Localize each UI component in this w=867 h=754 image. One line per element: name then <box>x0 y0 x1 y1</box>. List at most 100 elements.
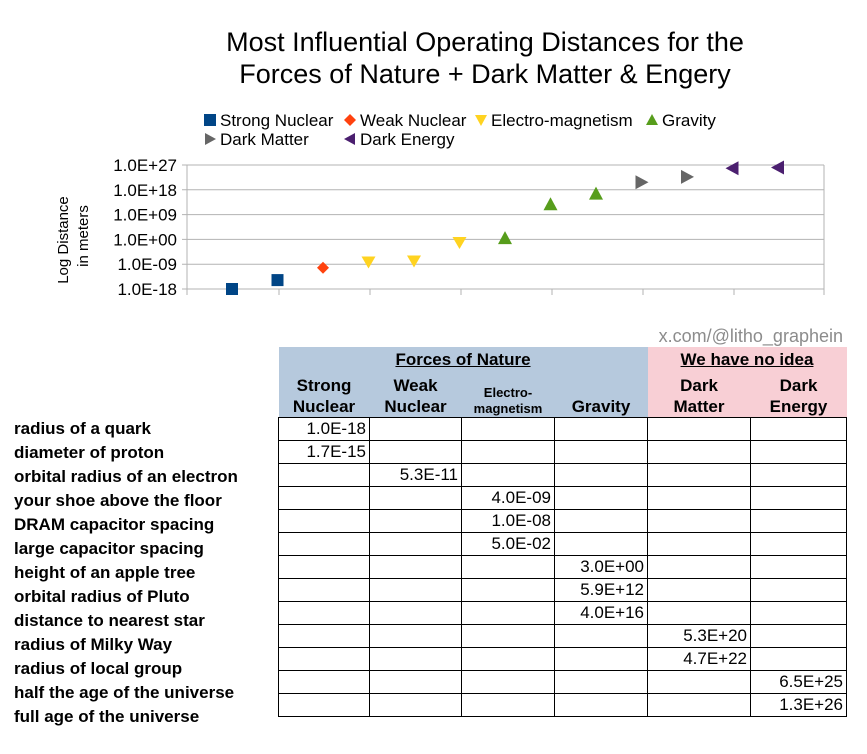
table-cell: 5.9E+12 <box>554 577 648 602</box>
table-row: 5.0E-02 <box>278 531 847 556</box>
data-point <box>635 175 649 190</box>
table-row: 5.3E+20 <box>278 623 847 648</box>
data-point <box>271 274 284 287</box>
y-tick-label: 1.0E-18 <box>117 280 177 299</box>
column-header-row: Strong Nuclear Weak Nuclear Electro-magnet… <box>278 373 847 417</box>
column-header-line-1: Dark <box>779 375 818 395</box>
legend-label: Weak Nuclear <box>360 111 467 130</box>
row-label: radius of a quark <box>14 419 151 438</box>
table-cell <box>554 508 648 533</box>
column-header-line-2: Energy <box>769 396 828 416</box>
data-point <box>681 169 694 184</box>
data-point <box>452 236 467 249</box>
table-cell <box>278 646 370 671</box>
y-tick-label: 1.0E+27 <box>113 156 177 175</box>
legend-item-dark-matter: Dark Matter <box>203 130 309 150</box>
data-point <box>725 161 739 176</box>
table-cell: 1.7E-15 <box>278 439 370 464</box>
scatter-plot: 1.0E+27 1.0E+18 1.0E+09 1.0E+00 1.0E-09 1.0E-… <box>55 156 825 299</box>
column-header-line-2: magnetism <box>473 400 543 416</box>
row-label: orbital radius of Pluto <box>14 587 190 606</box>
table-cell <box>369 577 462 602</box>
table-row: 1.3E+26 <box>278 692 847 717</box>
table-cell <box>750 462 847 487</box>
table-cell <box>461 416 555 441</box>
table-cell <box>647 577 751 602</box>
table-cell <box>750 485 847 510</box>
legend-label: Dark Matter <box>220 130 309 149</box>
table-cell: 6.5E+25 <box>750 669 847 694</box>
table-cell <box>750 623 847 648</box>
table-cell <box>369 531 462 556</box>
table-cell <box>461 462 555 487</box>
y-tick-label: 1.0E+09 <box>113 206 177 225</box>
table-cell: 5.3E-11 <box>369 462 462 487</box>
row-label: height of an apple tree <box>14 563 196 582</box>
legend-item-em: Electro-magnetism <box>474 111 633 131</box>
table-cell <box>554 485 648 510</box>
data-point <box>589 186 603 200</box>
group-header-row: Forces of Nature We have no idea <box>278 347 847 373</box>
table-cell <box>369 485 462 510</box>
row-label: your shoe above the floor <box>14 491 222 510</box>
table-row: 3.0E+00 <box>278 554 847 579</box>
column-header-weak: Weak Nuclear <box>369 373 462 417</box>
group-header-unknown: We have no idea <box>647 347 847 373</box>
table-cell <box>647 531 751 556</box>
table-cell <box>750 416 847 441</box>
table-cell <box>278 623 370 648</box>
table-cell <box>278 692 370 717</box>
column-header-line-2: Matter <box>673 396 725 416</box>
column-header-gravity: Gravity <box>554 373 648 417</box>
data-point <box>226 283 238 295</box>
table-cell: 4.7E+22 <box>647 646 751 671</box>
table-cell <box>750 439 847 464</box>
table-row: 1.7E-15 <box>278 439 847 464</box>
table-cell <box>647 669 751 694</box>
row-label: orbital radius of an electron <box>14 467 238 486</box>
table-cell <box>369 508 462 533</box>
table-row: 4.0E+16 <box>278 600 847 625</box>
row-labels: radius of a quark diameter of proton orbit… <box>14 417 238 729</box>
column-header-line-1: Electro- <box>483 384 533 400</box>
table-cell <box>647 416 751 441</box>
table-row: 4.7E+22 <box>278 646 847 671</box>
y-axis-label-line-2: in meters <box>75 205 92 267</box>
legend-item-gravity: Gravity <box>645 111 716 131</box>
column-header-strong: Strong Nuclear <box>278 373 370 417</box>
plot-grid <box>182 164 825 295</box>
table-cell <box>461 623 555 648</box>
table-cell: 1.3E+26 <box>750 692 847 717</box>
table-cell <box>750 577 847 602</box>
row-label: distance to nearest star <box>14 611 205 630</box>
y-tick-label: 1.0E+00 <box>113 230 177 249</box>
table-cell <box>647 485 751 510</box>
data-point <box>361 256 376 269</box>
table-cell <box>369 439 462 464</box>
row-label: DRAM capacitor spacing <box>14 515 215 534</box>
table-cell <box>278 669 370 694</box>
table-cell <box>369 554 462 579</box>
table-cell <box>369 692 462 717</box>
triangle-up-marker-icon <box>645 112 659 126</box>
data-point <box>407 255 421 268</box>
column-header-dark-matter: Dark Matter <box>647 373 751 417</box>
table-cell <box>461 669 555 694</box>
table-cell <box>278 577 370 602</box>
chart-title-line-2: Forces of Nature + Dark Matter & Engery <box>239 59 731 89</box>
table-cell: 1.0E-08 <box>461 508 555 533</box>
table-cell <box>750 508 847 533</box>
column-header-dark-energy: Dark Energy <box>750 373 847 417</box>
column-header-line-1: Strong <box>296 375 352 395</box>
table-cell <box>554 416 648 441</box>
square-marker-icon <box>203 112 217 126</box>
table-cell <box>461 646 555 671</box>
table-cell: 1.0E-18 <box>278 416 370 441</box>
table-cell <box>647 554 751 579</box>
row-label: half the age of the universe <box>14 683 235 702</box>
table-cell: 5.0E-02 <box>461 531 555 556</box>
table-cell: 3.0E+00 <box>554 554 648 579</box>
table-cell <box>750 600 847 625</box>
table-cell <box>647 439 751 464</box>
data-point <box>498 231 512 245</box>
